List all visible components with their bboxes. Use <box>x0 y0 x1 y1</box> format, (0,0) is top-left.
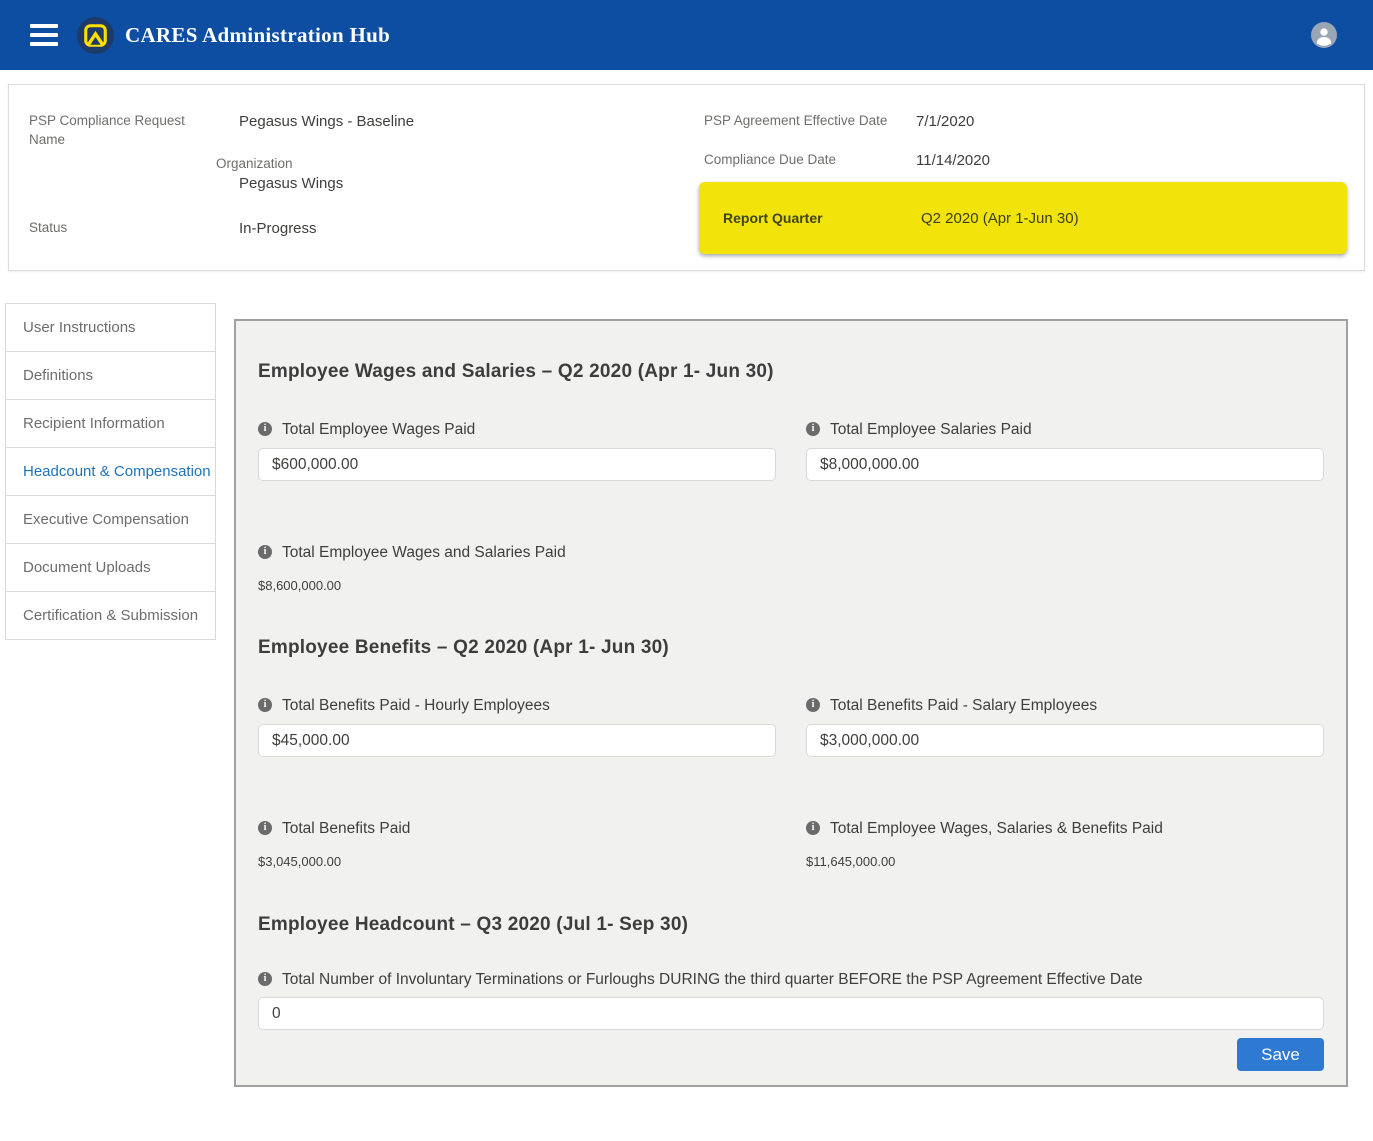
info-icon[interactable] <box>806 821 820 835</box>
report-quarter-value: Q2 2020 (Apr 1-Jun 30) <box>921 209 1079 227</box>
status-value: In-Progress <box>239 220 317 237</box>
total-benefits-hourly-input[interactable] <box>258 724 776 757</box>
involuntary-terminations-input[interactable] <box>258 997 1324 1030</box>
total-employee-salaries-paid-input[interactable] <box>806 448 1324 481</box>
sidebar-item-label: Definitions <box>23 367 94 384</box>
computed-value-text: $8,600,000.00 <box>258 578 342 593</box>
effective-date-value: 7/1/2020 <box>916 113 975 130</box>
benefits-section-heading: Employee Benefits – Q2 2020 (Apr 1- Jun … <box>258 637 669 658</box>
field-benefits-hourly: Total Benefits Paid - Hourly Employees <box>258 696 776 757</box>
sidebar-item-label: Recipient Information <box>23 415 165 432</box>
field-benefits-salary: Total Benefits Paid - Salary Employees <box>806 696 1324 757</box>
headcount-section-heading: Employee Headcount – Q3 2020 (Jul 1- Sep… <box>258 914 689 935</box>
field-label-text: Total Employee Wages Paid <box>282 421 476 438</box>
field-total-employee-salaries-paid: Total Employee Salaries Paid <box>806 420 1324 481</box>
info-icon[interactable] <box>258 698 272 712</box>
computed-value-text: $3,045,000.00 <box>258 854 342 869</box>
user-avatar-icon[interactable] <box>1311 22 1337 48</box>
sidebar-item-headcount-compensation[interactable]: Headcount & Compensation <box>5 447 216 496</box>
computed-label-text: Total Employee Wages and Salaries Paid <box>282 544 566 561</box>
computed-value-text: $11,645,000.00 <box>806 854 896 869</box>
report-quarter-highlight: Report Quarter Q2 2020 (Apr 1-Jun 30) <box>699 182 1347 254</box>
cares-logo-icon <box>77 16 114 54</box>
computed-label-text: Total Employee Wages, Salaries & Benefit… <box>830 820 1163 837</box>
sidebar-item-label: User Instructions <box>23 319 136 336</box>
compliance-summary-card: PSP Compliance Request Name Pegasus Wing… <box>8 84 1365 271</box>
computed-label-text: Total Benefits Paid <box>282 820 411 837</box>
organization-label: Organization <box>216 156 293 171</box>
computed-total-benefits: Total Benefits Paid $3,045,000.00 <box>258 819 776 869</box>
field-label-text: Total Number of Involuntary Terminations… <box>282 971 1143 988</box>
app-title: CARES Administration Hub <box>125 22 391 47</box>
hamburger-menu-icon[interactable] <box>30 19 58 51</box>
computed-total-wages-salaries-benefits: Total Employee Wages, Salaries & Benefit… <box>806 819 1324 869</box>
request-name-label: PSP Compliance Request Name <box>29 113 185 147</box>
field-label-text: Total Benefits Paid - Hourly Employees <box>282 697 550 714</box>
sidebar-item-label: Executive Compensation <box>23 511 189 528</box>
sidebar-item-label: Headcount & Compensation <box>23 463 211 480</box>
field-label-text: Total Employee Salaries Paid <box>830 421 1032 438</box>
sidebar-item-document-uploads[interactable]: Document Uploads <box>5 543 216 592</box>
info-icon[interactable] <box>806 698 820 712</box>
organization-value: Pegasus Wings <box>239 175 344 192</box>
info-icon[interactable] <box>258 545 272 559</box>
sidebar-item-user-instructions[interactable]: User Instructions <box>5 303 216 352</box>
section-nav: User Instructions Definitions Recipient … <box>5 303 216 640</box>
report-quarter-label: Report Quarter <box>723 210 823 226</box>
computed-total-wages-salaries: Total Employee Wages and Salaries Paid $… <box>258 543 776 593</box>
sidebar-item-label: Certification & Submission <box>23 607 199 624</box>
sidebar-item-executive-compensation[interactable]: Executive Compensation <box>5 495 216 544</box>
wages-salaries-section-heading: Employee Wages and Salaries – Q2 2020 (A… <box>258 361 774 382</box>
sidebar-item-label: Document Uploads <box>23 559 151 576</box>
total-benefits-salary-input[interactable] <box>806 724 1324 757</box>
info-icon[interactable] <box>258 972 272 986</box>
field-label-text: Total Benefits Paid - Salary Employees <box>830 697 1098 714</box>
field-total-employee-wages-paid: Total Employee Wages Paid <box>258 420 776 481</box>
total-employee-wages-paid-input[interactable] <box>258 448 776 481</box>
sidebar-item-definitions[interactable]: Definitions <box>5 351 216 400</box>
info-icon[interactable] <box>258 821 272 835</box>
info-icon[interactable] <box>806 422 820 436</box>
due-date-label: Compliance Due Date <box>704 152 837 167</box>
headcount-compensation-form: Employee Wages and Salaries – Q2 2020 (A… <box>234 319 1348 1087</box>
effective-date-label: PSP Agreement Effective Date <box>704 113 888 128</box>
status-label: Status <box>29 220 68 235</box>
sidebar-item-certification-submission[interactable]: Certification & Submission <box>5 591 216 640</box>
sidebar-item-recipient-information[interactable]: Recipient Information <box>5 399 216 448</box>
save-button[interactable]: Save <box>1237 1038 1324 1071</box>
request-name-value: Pegasus Wings - Baseline <box>239 113 415 130</box>
info-icon[interactable] <box>258 422 272 436</box>
app-header: CARES Administration Hub <box>0 0 1373 70</box>
due-date-value: 11/14/2020 <box>916 152 990 169</box>
field-involuntary-terminations: Total Number of Involuntary Terminations… <box>258 970 1324 1030</box>
